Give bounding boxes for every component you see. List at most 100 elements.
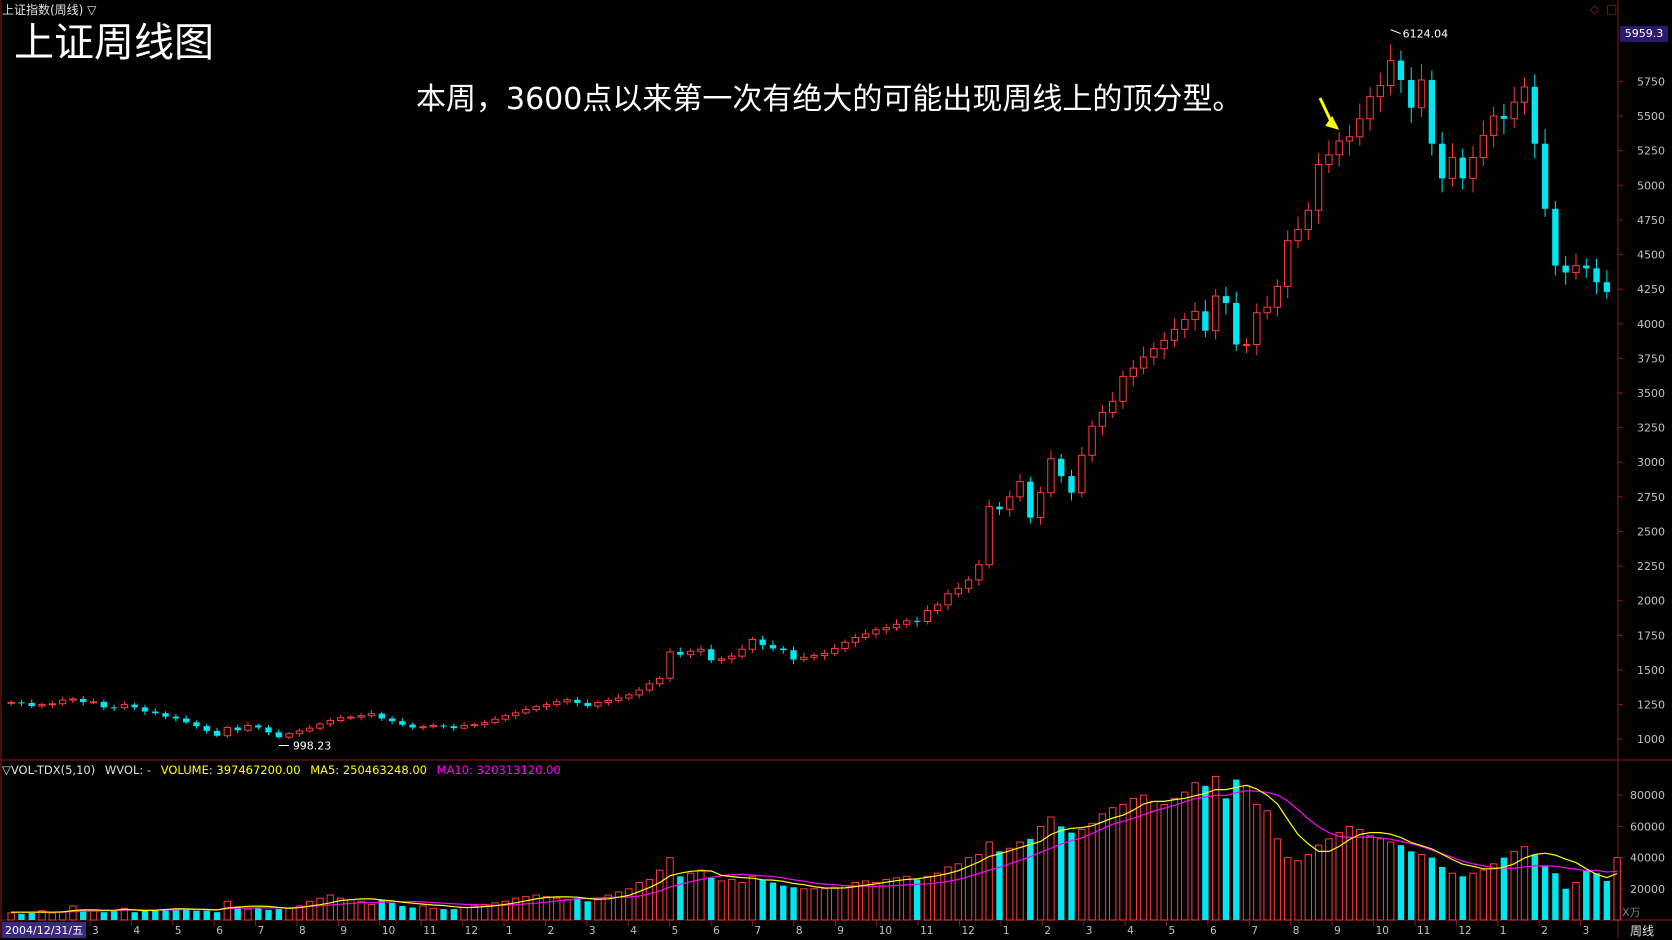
- x-tick-label: 8: [796, 925, 803, 937]
- volume-bar-up: [522, 896, 530, 921]
- candle-body-up: [1088, 425, 1096, 456]
- ma10-legend-value: MA10: 320313120.00: [436, 763, 561, 777]
- candle-body-down: [162, 713, 169, 717]
- volume-bar-down: [131, 912, 138, 920]
- volume-bar-down: [1531, 854, 1538, 920]
- volume-bar-up: [604, 894, 612, 921]
- x-tick-label: 9: [340, 925, 347, 937]
- candle-body-up: [1016, 481, 1024, 498]
- volume-bar-up: [810, 888, 818, 921]
- candle-body-up: [89, 701, 98, 704]
- candle-body-up: [367, 713, 376, 717]
- candle-body-down: [1397, 60, 1405, 81]
- last-price-tag: 5959.3: [1620, 26, 1668, 42]
- candle-body-up: [635, 689, 643, 696]
- volume-bar-up: [594, 899, 602, 921]
- price-tick-label: 1000: [1637, 733, 1665, 746]
- price-tick-label: 3750: [1637, 352, 1665, 365]
- volume-bar-up: [542, 896, 551, 921]
- volume-bar-up: [58, 911, 67, 921]
- candle-body-up: [7, 701, 15, 704]
- volume-bar-up: [1036, 825, 1045, 921]
- volume-bar-up: [1273, 838, 1282, 921]
- candle-body-up: [1345, 136, 1354, 142]
- volume-bar-down: [1233, 779, 1240, 920]
- candle-body-up: [481, 722, 489, 726]
- candle-body-up: [347, 716, 355, 719]
- candle-body-up: [738, 648, 746, 657]
- candle-body-down: [399, 721, 406, 725]
- candle-body-up: [470, 724, 479, 727]
- candle-body-down: [1593, 268, 1600, 283]
- candle-body-up: [820, 652, 829, 656]
- x-tick-label: 6: [713, 925, 720, 937]
- candle-body-up: [460, 724, 468, 729]
- volume-axis: 20000 40000 60000 80000 X万: [1618, 789, 1665, 919]
- volume-bar-down: [18, 913, 25, 920]
- price-tick-label: 5250: [1637, 145, 1665, 158]
- candle-body-down: [1222, 296, 1230, 303]
- candle-body-up: [975, 564, 983, 581]
- candle-body-up: [285, 733, 293, 738]
- candle-body-down: [450, 726, 458, 729]
- candle-body-up: [542, 704, 551, 708]
- candle-body-up: [861, 633, 870, 638]
- x-tick-label: 1: [506, 925, 513, 937]
- annotation-text: 本周，3600点以来第一次有绝大的可能出现周线上的顶分型。: [416, 82, 1243, 117]
- volume-bar-up: [831, 886, 839, 921]
- volume-tick-label: 80000: [1630, 789, 1665, 802]
- volume-bar-up: [1386, 841, 1395, 921]
- candle-body-up: [120, 704, 129, 709]
- volume-bar-down: [1603, 881, 1611, 920]
- candle-body-up: [1417, 79, 1426, 109]
- volume-bar-up: [1109, 807, 1117, 921]
- volume-bar-down: [80, 909, 87, 920]
- diamond-icon[interactable]: ◇: [1590, 2, 1600, 16]
- x-tick-label: 3: [1583, 925, 1590, 937]
- volume-bar-up: [419, 905, 427, 921]
- candle-body-up: [1479, 134, 1488, 159]
- volume-bar-up: [964, 857, 973, 921]
- volume-bar-up: [367, 903, 376, 921]
- price-tick-label: 5000: [1637, 179, 1665, 192]
- candle-body-up: [1304, 209, 1312, 231]
- volume-bar-up: [656, 869, 664, 921]
- volume-bar-down: [203, 910, 210, 920]
- volume-bar-up: [429, 907, 437, 921]
- volume-bar-up: [89, 910, 98, 921]
- volume-indicator-name[interactable]: ▽VOL-TDX(5,10) WVOL: -: [2, 763, 152, 777]
- price-tick-label: 3500: [1637, 387, 1665, 400]
- window-title[interactable]: 上证指数(周线) ▽: [2, 3, 97, 17]
- candlestick-series: [7, 44, 1611, 740]
- price-tick-label: 3250: [1637, 422, 1665, 435]
- frequency-label[interactable]: 周线: [1630, 924, 1655, 938]
- volume-bar-down: [1058, 826, 1065, 920]
- volume-bar-up: [7, 912, 15, 921]
- restore-icon[interactable]: □: [1606, 2, 1618, 16]
- candle-body-down: [18, 702, 25, 704]
- candle-body-up: [1273, 285, 1282, 308]
- volume-bar-down: [275, 909, 283, 920]
- volume-bar-down: [759, 879, 766, 920]
- volume-bar-up: [316, 897, 324, 921]
- candle-body-down: [110, 707, 118, 709]
- price-tick-label: 4750: [1637, 214, 1665, 227]
- volume-bar-up: [511, 897, 520, 921]
- volume-bar-up: [1191, 782, 1199, 921]
- x-tick-label: 7: [258, 925, 265, 937]
- candle-body-up: [429, 725, 437, 728]
- candle-body-down: [1562, 265, 1569, 273]
- volume-bar-up: [1489, 863, 1498, 921]
- price-tick-label: 2000: [1637, 595, 1665, 608]
- x-tick-label: 2: [547, 925, 554, 937]
- candle-body-down: [152, 711, 159, 714]
- candle-body-up: [944, 593, 952, 606]
- volume-bar-down: [1397, 845, 1405, 920]
- candle-body-up: [1119, 375, 1127, 402]
- volume-bar-up: [1119, 804, 1127, 921]
- candle-body-down: [1027, 481, 1034, 518]
- price-axis: 1000 1250 1500 1750 2000 2250 2500 2750 3000 3250…: [1618, 75, 1665, 746]
- candle-body-up: [357, 715, 365, 718]
- candle-body-down: [378, 713, 385, 719]
- volume-bar-up: [244, 908, 252, 921]
